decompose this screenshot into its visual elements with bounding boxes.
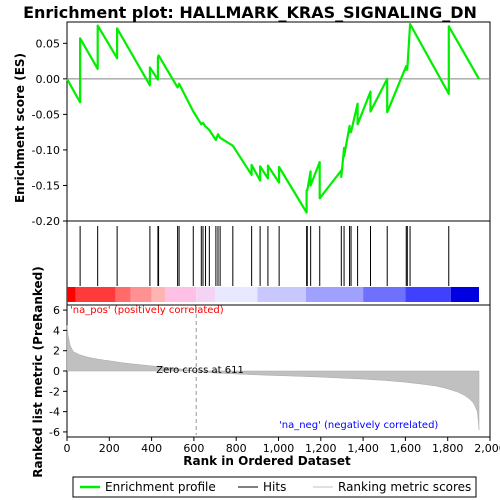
x-tick-label: 1,800	[432, 442, 464, 455]
es-ytick-label: -0.15	[32, 179, 60, 192]
x-axis: 0 200 400 600 800 1,000 1,200 1,400 1,600 1,800 2,…	[64, 437, 500, 455]
es-axis-title: Enrichment score (ES)	[13, 53, 27, 203]
legend-label: Enrichment profile	[105, 480, 216, 494]
heatmap-bar-segment	[450, 287, 480, 302]
metric-ytick-label: -2	[49, 385, 60, 398]
x-tick-label: 0	[64, 442, 71, 455]
metric-ytick-label: 2	[53, 345, 60, 358]
chart-title: Enrichment plot: HALLMARK_KRAS_SIGNALING…	[23, 3, 477, 22]
metric-ytick-label: 0	[53, 365, 60, 378]
metric-axis-title: Ranked list metric (PreRanked)	[31, 266, 45, 478]
legend-label: Ranking metric scores	[338, 480, 471, 494]
zero-cross-label: Zero cross at 611	[156, 365, 244, 376]
x-axis-title: Rank in Ordered Dataset	[183, 454, 351, 468]
metric-ytick-label: 6	[53, 304, 60, 317]
es-ytick-label: 0.05	[36, 37, 61, 50]
x-tick-label: 1,400	[347, 442, 379, 455]
es-ytick-label: 0.00	[36, 73, 61, 86]
heatmap-bar-segment	[151, 287, 166, 302]
x-tick-label: 1,600	[390, 442, 422, 455]
x-tick-label: 2,000	[474, 442, 500, 455]
es-ytick-label: -0.05	[32, 108, 60, 121]
heatmap-bar-segment	[215, 287, 258, 302]
heatmap-bar-segment	[363, 287, 406, 302]
ranking-metric-area	[66, 325, 480, 430]
x-tick-label: 200	[99, 442, 120, 455]
x-tick-label: 400	[141, 442, 162, 455]
es-plot-frame	[66, 21, 491, 222]
heatmap-bar-segment	[75, 287, 116, 302]
heatmap-bar-segment	[405, 287, 451, 302]
heatmap-bar-segment	[305, 287, 364, 302]
legend-box	[72, 476, 477, 498]
x-tick-label: 1,000	[263, 442, 295, 455]
heatmap-bar-segment	[257, 287, 306, 302]
x-tick-label: 600	[183, 442, 204, 455]
heatmap-bar-segment	[196, 287, 216, 302]
legend: Enrichment profile Hits Ranking metric sco…	[72, 476, 477, 498]
x-tick-label: 800	[226, 442, 247, 455]
enrichment-profile-line	[66, 23, 480, 214]
ranked-metric-panel: 6 4 2 0 -2 -4 -6 'na_pos' (positively correlate…	[49, 304, 491, 439]
enrichment-score-panel: 0.05 0.00 -0.05 -0.10 -0.15 -0.20	[32, 21, 491, 228]
x-tick-label: 1,200	[305, 442, 337, 455]
hits-panel	[66, 220, 491, 306]
metric-ytick-label: 4	[53, 324, 60, 337]
es-ytick-label: -0.10	[32, 144, 60, 157]
pos-correlation-label: 'na_pos' (positively correlated)	[70, 305, 224, 316]
legend-label: Hits	[263, 480, 286, 494]
heatmap-bar-segment	[67, 287, 76, 302]
heatmap-bar-segment	[130, 287, 152, 302]
metric-ytick-label: -6	[49, 426, 60, 439]
heatmap-bar-segment	[165, 287, 197, 302]
heatmap-bar-segment	[115, 287, 131, 302]
neg-correlation-label: 'na_neg' (negatively correlated)	[279, 420, 438, 431]
es-ytick-label: -0.20	[32, 215, 60, 228]
metric-ytick-label: -4	[49, 406, 60, 419]
